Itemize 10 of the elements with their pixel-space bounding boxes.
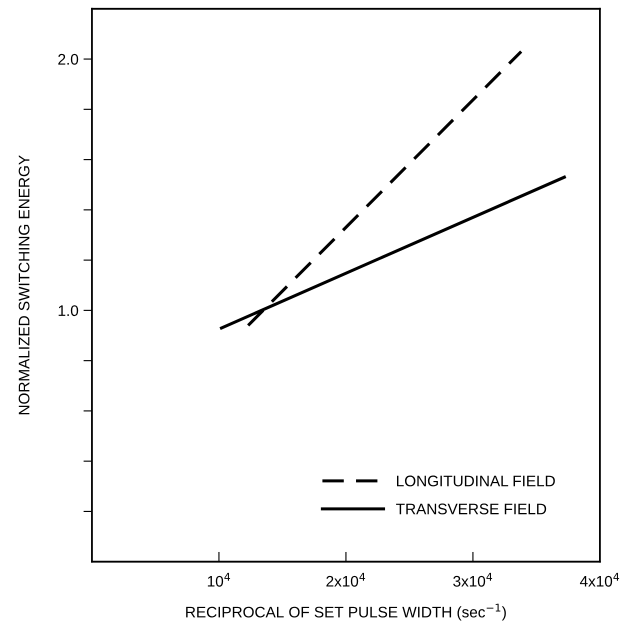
legend-label: TRANSVERSE FIELD [396, 504, 546, 514]
x-axis-title: RECIPROCAL OF SET PULSE WIDTH (sec$^{−1}$) [186, 604, 506, 621]
x-tick-label: 3x10$^{4}$ [453, 572, 492, 587]
y-tick-label: 1.0 [58, 305, 78, 316]
x-tick-label: 4x10$^{4}$ [580, 572, 620, 587]
y-axis-title: NORMALIZED SWITCHING ENERGY [18, 155, 30, 414]
x-tick-label: 2x10$^{4}$ [326, 572, 366, 587]
y-tick-label: 2.0 [58, 54, 78, 65]
x-tick-label: 10$^{4}$ [208, 572, 230, 587]
legend-label: LONGITUDINAL FIELD [396, 476, 555, 486]
